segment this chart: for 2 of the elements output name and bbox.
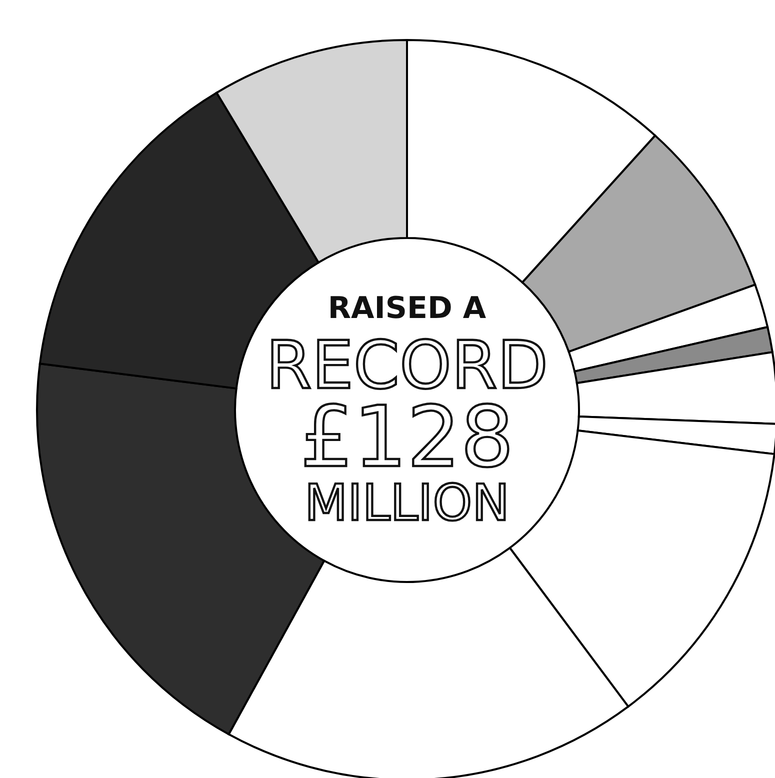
text: RAISED A — [328, 291, 487, 326]
text: RECORD — [266, 327, 548, 404]
